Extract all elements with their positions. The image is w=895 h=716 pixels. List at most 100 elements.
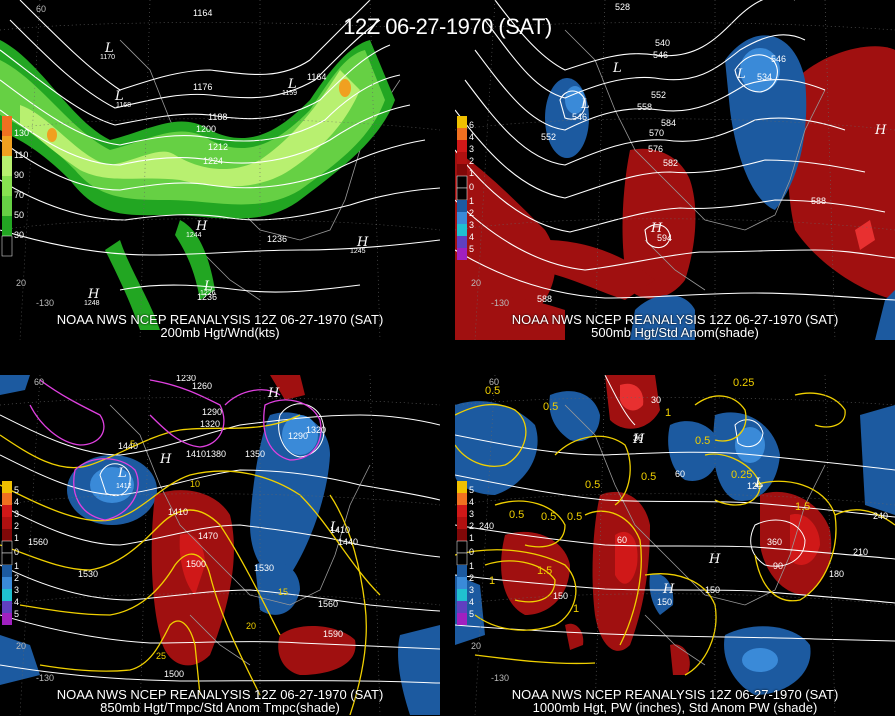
contour-label: 1188: [208, 112, 228, 122]
svg-text:H: H: [356, 235, 369, 250]
contour-label: 210: [853, 547, 869, 557]
svg-text:L: L: [104, 41, 114, 56]
panel-1000mb: H H H L 5 4 3 2 1 0 1 2 3 4 5 0.5 0.5 0.…: [455, 375, 895, 715]
contour-label: 1290: [202, 407, 223, 417]
contour-label: 1530: [78, 569, 99, 579]
legend-label: 30: [14, 230, 25, 240]
height-contours-1000mb: [455, 375, 895, 642]
contour-label: 540: [655, 38, 671, 48]
contour-label: 1560: [318, 599, 339, 609]
axis-label: 20: [16, 278, 27, 288]
pressure-centers-1000mb: H H H L: [632, 432, 764, 597]
contour-label: 180: [829, 569, 845, 579]
contour-label: 30: [651, 395, 662, 405]
contour-label: 1290: [288, 431, 309, 441]
panel-caption-line1: NOAA NWS NCEP REANALYSIS 12Z 06-27-1970 …: [511, 687, 839, 702]
legend-label: 4: [469, 132, 475, 142]
contour-label: 588: [537, 294, 553, 304]
contour-label: 584: [661, 118, 677, 128]
legend-label: 5: [14, 485, 20, 495]
svg-text:L: L: [754, 476, 764, 491]
legend-label: 70: [14, 190, 25, 200]
svg-text:L: L: [117, 466, 127, 481]
contour-label: 150: [705, 585, 721, 595]
svg-text:H: H: [874, 123, 887, 138]
contour-label: 360: [767, 537, 783, 547]
panel-caption-line1: NOAA NWS NCEP REANALYSIS 12Z 06-27-1970 …: [511, 312, 839, 327]
panel-caption-line1: NOAA NWS NCEP REANALYSIS 12Z 06-27-1970 …: [56, 687, 384, 702]
legend-label: 6: [469, 120, 475, 130]
contour-label: 594: [657, 233, 673, 243]
legend-label: 0: [469, 547, 475, 557]
contour-label: 1248: [84, 300, 100, 307]
contour-label: 1350: [245, 449, 266, 459]
svg-text:H: H: [195, 219, 208, 234]
svg-text:L: L: [580, 97, 590, 112]
svg-text:H: H: [650, 221, 663, 236]
svg-text:L: L: [203, 279, 213, 294]
pw-contour-label: 0.5: [641, 471, 657, 483]
contour-label: 120: [747, 481, 763, 491]
panel-caption-line2: 200mb Hgt/Wnd(kts): [160, 325, 280, 340]
lat-lon-grid-500mb: [455, 0, 895, 340]
coastline-500mb: [564, 29, 826, 291]
legend-label: 2: [14, 573, 20, 583]
contour-label: 1164: [193, 8, 213, 18]
axis-label: 20: [471, 278, 482, 288]
contour-label: 150: [657, 597, 673, 607]
panel-caption-line2: 850mb Hgt/Tmpc/Std Anom Tmpc(shade): [100, 700, 340, 715]
contour-label: 1230: [176, 375, 197, 383]
pw-contour-label: 1.5: [795, 501, 811, 513]
coastline-850mb: [109, 404, 371, 666]
contour-label: 582: [663, 158, 679, 168]
pressure-centers-200mb: L L L H H H L: [87, 41, 369, 302]
legend-label: 4: [14, 597, 20, 607]
contour-label: 1170: [100, 54, 116, 61]
legend-label: 1: [469, 561, 475, 571]
legend-1000mb: [456, 481, 468, 625]
legend-label: 130: [14, 128, 30, 138]
lat-lon-grid-850mb: [0, 375, 440, 715]
contour-label: 570: [649, 128, 665, 138]
contour-label: 552: [541, 132, 557, 142]
contour-label: 1440: [338, 537, 359, 547]
page-title: 12Z 06-27-1970 (SAT): [343, 14, 552, 39]
legend-label: 4: [14, 497, 20, 507]
svg-text:L: L: [287, 77, 297, 92]
axis-label: -130: [36, 673, 55, 683]
contour-label: 534: [757, 72, 773, 82]
legend-label: 0: [469, 182, 475, 192]
contour-label: 1410: [186, 449, 207, 459]
svg-text:L: L: [736, 67, 746, 82]
legend-label: 3: [14, 585, 20, 595]
contour-label: 60: [675, 469, 686, 479]
contour-label: 1530: [254, 563, 275, 573]
svg-text:H: H: [87, 287, 100, 302]
contour-label: 528: [615, 2, 631, 12]
pw-contour-label: 0.5: [509, 509, 525, 521]
pw-contour-label: 0.5: [567, 511, 583, 523]
legend-label: 4: [469, 597, 475, 607]
contour-label: 1236: [267, 234, 288, 244]
height-contours-850mb: [0, 403, 440, 684]
pw-contour-label: 0.5: [485, 385, 501, 397]
pw-contours-1000mb: [455, 392, 895, 676]
legend-850mb: [1, 481, 13, 625]
legend-label: 5: [469, 244, 475, 254]
contour-label: 240: [479, 521, 495, 531]
height-contours-500mb: [455, 0, 895, 301]
temp-contour-label: 5: [130, 439, 136, 449]
legend-label: 5: [469, 609, 475, 619]
contour-label: 1260: [192, 381, 213, 391]
contour-label: 1500: [164, 669, 185, 679]
axis-label: -130: [491, 298, 510, 308]
magenta-contours-850mb: [29, 379, 322, 521]
pw-contour-label: 0.5: [541, 511, 557, 523]
panel-caption-line2: 1000mb Hgt, PW (inches), Std Anom PW (sh…: [532, 700, 818, 715]
contour-label: 1470: [198, 531, 219, 541]
axis-label: 60: [36, 4, 47, 14]
svg-text:H: H: [632, 432, 645, 447]
legend-label: 4: [469, 232, 475, 242]
svg-text:H: H: [267, 386, 280, 401]
contour-label: 150: [553, 591, 569, 601]
